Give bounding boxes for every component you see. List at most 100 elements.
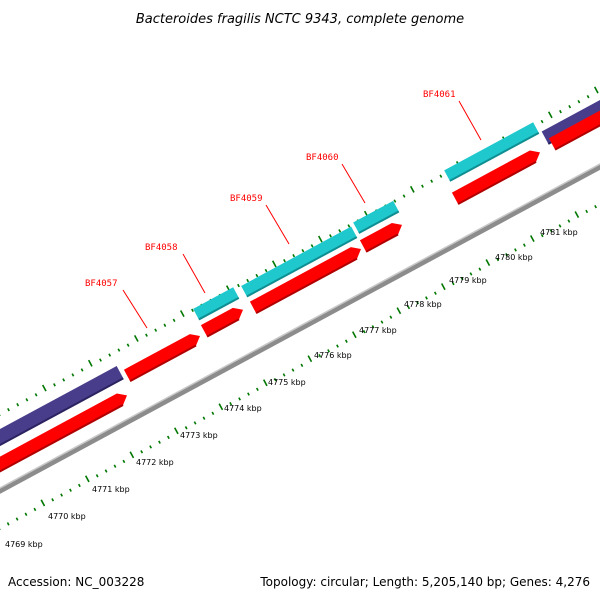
outer-tick-mark (145, 333, 148, 337)
scale-tick-mark (122, 459, 126, 464)
kbp-tick-label: 4774 kbp (224, 404, 262, 413)
outer-tick-mark (117, 348, 121, 352)
kbp-tick-label: 4770 kbp (48, 512, 86, 521)
scale-tick-mark (396, 307, 402, 315)
scale-tick-mark (574, 211, 580, 218)
outer-tick-mark (439, 174, 443, 178)
cyan-gene-bf4061 (444, 122, 540, 182)
outer-tick-mark (593, 86, 599, 94)
gene-label-layer: BF4057 BF4058 BF4059 BF4060 BF4061 (85, 90, 482, 329)
scale-tick-mark (451, 281, 455, 286)
scale-tick-mark (262, 379, 268, 387)
outer-tick-mark (409, 185, 415, 193)
outer-tick-mark (393, 199, 397, 203)
outer-tick-mark (264, 268, 268, 273)
feature-arrow-body (548, 110, 600, 150)
cyan-gene-bf4060 (353, 200, 400, 234)
feature-body (0, 366, 124, 449)
feature-body (444, 122, 539, 181)
scale-tick-mark (33, 507, 37, 512)
red-cds-track (0, 110, 600, 476)
outer-tick-mark (34, 393, 38, 397)
outer-tick-mark (237, 283, 240, 288)
outer-tick-mark (179, 310, 185, 318)
scale-tick-mark (104, 469, 108, 473)
feature-arrow-body (249, 247, 361, 314)
scale-tick-mark (193, 421, 197, 425)
scale-tick-mark (84, 475, 90, 483)
red-cds-bf4060 (359, 223, 402, 253)
scale-tick-mark (485, 259, 491, 267)
scale-tick-mark (129, 451, 135, 459)
kbp-tick-label: 4777 kbp (359, 326, 397, 335)
feature-shadow (365, 233, 399, 253)
purple-feature-left (0, 366, 124, 450)
outer-tick-mark (347, 224, 351, 228)
backbone-highlight (0, 163, 600, 489)
outer-tick-mark (172, 318, 176, 322)
outer-tick-mark (163, 323, 167, 327)
kbp-scale-track: 4769 kbp 4770 kbp 4771 kbp 4772 kbp 4773 kbp… (0, 204, 598, 549)
red-cds-bf4057 (123, 334, 200, 383)
gene-label-bf4058: BF4058 (145, 243, 178, 253)
scale-tick-mark (389, 315, 393, 319)
feature-body (241, 226, 357, 297)
gene-label-bf4059: BF4059 (230, 194, 263, 204)
red-cds-left (0, 393, 127, 476)
scale-tick-mark (149, 445, 153, 449)
outer-tick-track (0, 86, 599, 417)
feature-shadow (129, 344, 197, 383)
feature-body (541, 96, 600, 144)
scale-tick-mark (478, 267, 482, 271)
scale-tick-mark (416, 301, 420, 305)
kbp-tick-label: 4781 kbp (540, 228, 578, 237)
scale-tick-mark (202, 416, 206, 420)
outer-tick-mark (540, 119, 544, 124)
kbp-tick-label: 4780 kbp (495, 253, 533, 262)
feature-shadow (255, 257, 358, 314)
scale-tick-mark (77, 483, 81, 488)
kbp-tick-label: 4775 kbp (268, 378, 306, 387)
outer-tick-mark (108, 353, 112, 357)
scale-tick-mark (113, 464, 117, 468)
scale-tick-mark (351, 331, 357, 339)
red-cds-bf4061 (451, 150, 540, 205)
scale-tick-mark (567, 219, 571, 223)
outer-tick-mark (255, 273, 259, 278)
feature-arrow-body (123, 334, 200, 382)
scale-tick-mark (273, 377, 277, 382)
red-cds-right (548, 110, 600, 151)
outer-tick-mark (133, 334, 139, 342)
outer-tick-mark (246, 278, 250, 283)
feature-body (353, 200, 399, 234)
scale-tick-mark (529, 235, 535, 243)
scale-tick-mark (282, 373, 286, 377)
scale-tick-mark (540, 233, 544, 238)
scale-tick-mark (51, 498, 55, 502)
scale-tick-mark (158, 440, 161, 444)
scale-tick-mark (247, 392, 250, 396)
scale-tick-mark (327, 349, 331, 353)
outer-tick-mark (126, 343, 130, 347)
gene-leader-line (265, 204, 290, 245)
scale-tick-mark (229, 402, 233, 406)
outer-tick-mark (547, 111, 553, 119)
gene-label-bf4057: BF4057 (85, 279, 118, 289)
scale-tick-mark (380, 320, 384, 324)
outer-tick-mark (99, 358, 102, 362)
scale-tick-mark (69, 488, 72, 492)
outer-tick-mark (301, 249, 305, 253)
cyan-gene-track (193, 122, 540, 321)
genome-summary-text: Topology: circular; Length: 5,205,140 bp… (259, 575, 590, 589)
gene-leader-line (182, 253, 206, 294)
outer-tick-mark (7, 408, 10, 412)
scale-tick-mark (558, 224, 562, 228)
scale-tick-mark (40, 499, 46, 507)
feature-arrow-body (359, 223, 402, 252)
scale-tick-mark (549, 229, 553, 233)
outer-tick-mark (559, 109, 562, 114)
outer-tick-mark (154, 328, 158, 332)
outer-tick-mark (71, 373, 75, 377)
